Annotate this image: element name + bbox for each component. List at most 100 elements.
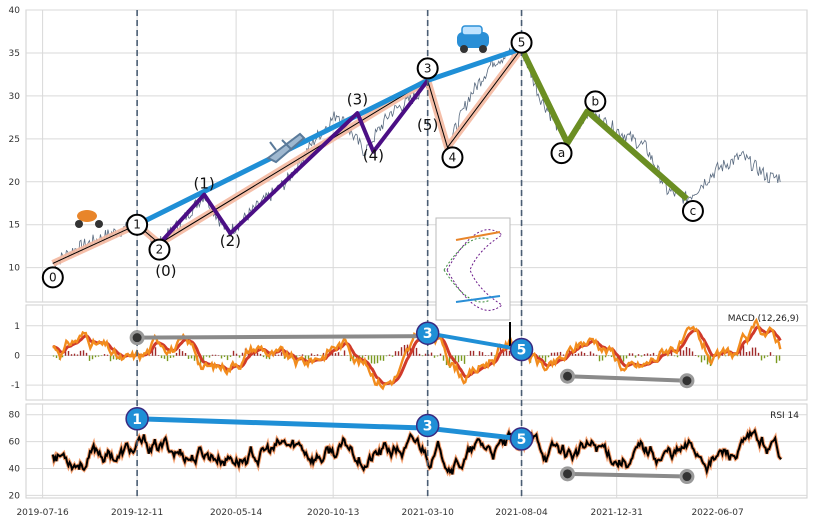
- wave-label-2: 2: [156, 243, 164, 257]
- macd-hist-bar-274: [463, 355, 466, 364]
- macd-hist-bar-148: [274, 354, 277, 356]
- subwave-label-1: (1): [194, 175, 215, 193]
- macd-hist-bar-422: [685, 347, 688, 356]
- wave-circle-2: [148, 238, 171, 261]
- airplane-icon: [266, 132, 306, 164]
- wave-label-6: a: [558, 146, 565, 160]
- wave-circle-8: [681, 199, 704, 222]
- macd-hist-bar-478: [769, 352, 772, 356]
- wave-label-5: 5: [518, 36, 526, 50]
- rsi-trendline-1: [427, 425, 522, 442]
- macd-hist-bar-278: [469, 350, 472, 356]
- macd-hist-bar-436: [706, 355, 709, 365]
- trend-anchor-dot-1: [560, 368, 576, 384]
- macd-hist-bar-416: [676, 355, 679, 358]
- x-tick-label-5: 2021-08-04: [495, 508, 548, 518]
- scooter-wheel-rear: [75, 220, 83, 228]
- macd-hist-bar-242: [415, 347, 418, 356]
- macd-hist-bar-340: [562, 354, 565, 356]
- macd-hist-bar-386: [631, 353, 634, 356]
- macd-hist-bar-324: [538, 355, 541, 359]
- rsi-line: [51, 428, 782, 476]
- macd-hist-bar-244: [418, 353, 421, 356]
- macd-hist-bar-464: [748, 351, 751, 356]
- macd-hist-bar-336: [556, 352, 559, 356]
- macd-hist-bar-166: [301, 354, 304, 356]
- macd-hist-bar-194: [343, 350, 346, 356]
- macd-hist-bar-18: [79, 350, 82, 356]
- macd-hist-bar-16: [76, 354, 79, 356]
- macd-hist-bar-372: [610, 355, 613, 358]
- macd-hist-bar-82: [175, 352, 178, 356]
- macd-hist-bar-138: [259, 353, 262, 356]
- price-y-tick-3: 25: [9, 135, 20, 145]
- price-y-tick-2: 20: [9, 178, 21, 188]
- wave-circle-4: [441, 146, 464, 169]
- macd-hist-bar-104: [208, 355, 211, 358]
- macd-hist-bar-136: [256, 352, 259, 356]
- macd-hist-bar-226: [391, 355, 394, 357]
- rsi-y-tick-2: 60: [9, 438, 21, 448]
- macd-hist-bar-420: [682, 350, 685, 356]
- macd-hist-bar-328: [544, 355, 547, 362]
- macd-hist-bar-24: [88, 355, 91, 361]
- macd-hist-bar-376: [616, 355, 619, 361]
- price-y-tick-4: 30: [9, 92, 21, 102]
- macd-hist-bar-188: [334, 353, 337, 356]
- macd-hist-bar-472: [760, 355, 763, 361]
- macd-hist-bar-8: [64, 351, 67, 356]
- macd-hist-bar-246: [421, 355, 424, 357]
- macd-hist-bar-210: [367, 355, 370, 360]
- macd-badge-circle-0: [415, 321, 440, 345]
- wave-circle-5: [510, 31, 533, 54]
- macd-hist-bar-142: [265, 355, 268, 359]
- macd-hist-bar-360: [592, 353, 595, 356]
- macd-hist-bar-94: [193, 355, 196, 361]
- subwave-purple: [158, 79, 430, 245]
- macd-hist-bar-350: [577, 353, 580, 356]
- macd-hist-bar-456: [736, 355, 739, 357]
- macd-hist-bar-362: [595, 354, 598, 356]
- macd-hist-bar-280: [472, 350, 475, 356]
- macd-hist-bar-334: [553, 352, 556, 356]
- macd-hist-bar-86: [181, 351, 184, 356]
- fibonacci-car-mark: [455, 295, 501, 303]
- price-y-tick-0: 10: [9, 264, 21, 274]
- macd-hist-bar-254: [433, 355, 436, 358]
- macd-hist-bar-228: [394, 351, 397, 356]
- x-tick-label-0: 2019-07-16: [16, 508, 69, 518]
- macd-hist-bar-22: [85, 352, 88, 356]
- macd-hist-bar-174: [313, 354, 316, 356]
- macd-hist-bar-358: [589, 351, 592, 356]
- macd-hist-bar-356: [586, 355, 589, 356]
- macd-hist-bar-380: [622, 355, 625, 362]
- rsi-trendline-0: [137, 416, 428, 431]
- macd-hist-bar-432: [700, 355, 703, 363]
- macd-hist-bar-20: [82, 350, 85, 356]
- macd-y-tick-1: 0: [14, 351, 20, 361]
- rsi-y-tick-3: 80: [9, 411, 21, 421]
- macd-hist-bar-272: [460, 355, 463, 361]
- macd-hist-bar-346: [571, 352, 574, 356]
- macd-hist-bar-102: [205, 355, 208, 357]
- macd-hist-bar-120: [232, 350, 235, 356]
- macd-hist-bar-400: [652, 352, 655, 356]
- macd-hist-bar-256: [436, 355, 439, 357]
- macd-hist-bar-304: [508, 350, 511, 356]
- macd-hist-bar-208: [364, 355, 367, 356]
- macd-hist-bar-366: [601, 355, 604, 361]
- macd-hist-bar-74: [163, 355, 166, 359]
- macd-hist-bar-122: [235, 353, 238, 356]
- wave-label-8: c: [690, 204, 697, 218]
- macd-hist-bar-180: [322, 352, 325, 356]
- macd-hist-bar-30: [97, 355, 100, 357]
- macd-hist-bar-250: [427, 354, 430, 356]
- macd-hist-bar-252: [430, 352, 433, 356]
- macd-panel-label: MACD (12,26,9): [728, 314, 799, 324]
- macd-badge-label-1: 5: [517, 343, 527, 359]
- macd-hist-bar-168: [304, 355, 307, 360]
- macd-hist-bar-468: [754, 347, 757, 356]
- rsi-badge-label-0: 1: [132, 412, 142, 428]
- macd-hist-bar-370: [607, 355, 610, 357]
